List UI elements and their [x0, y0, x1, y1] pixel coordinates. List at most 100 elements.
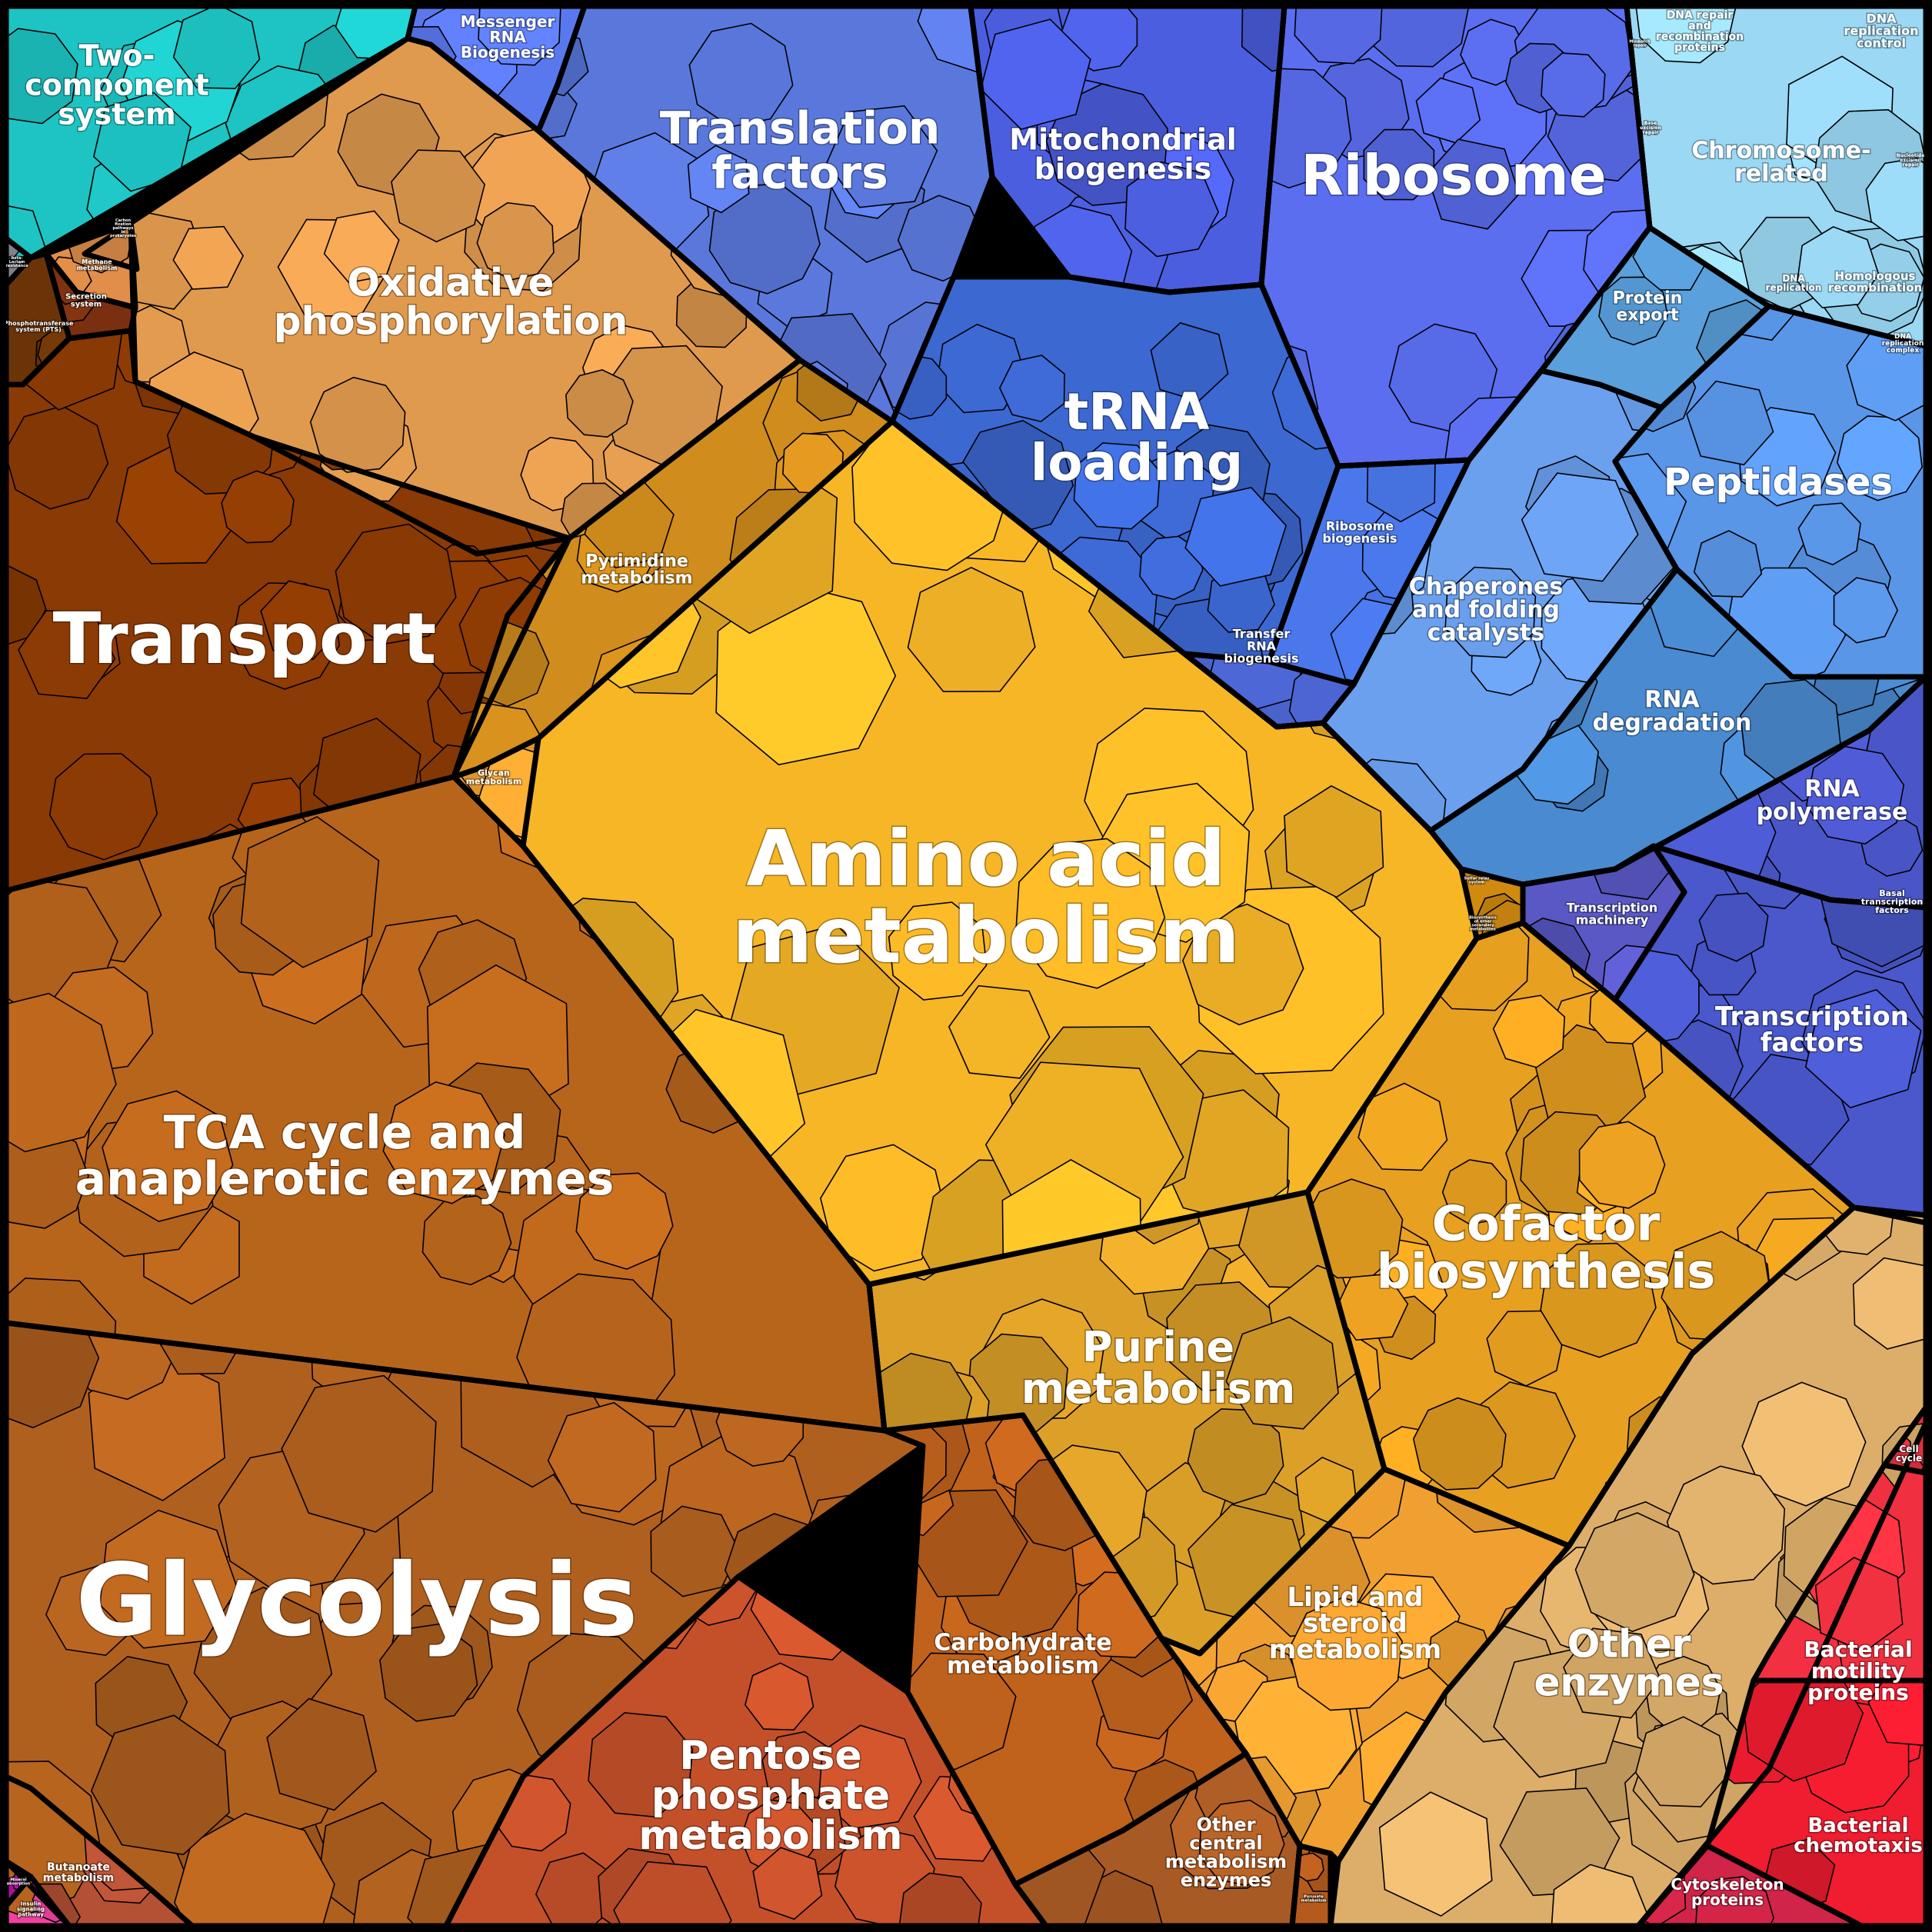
label-mismatch-repair: Mismatch repair	[1629, 39, 1651, 48]
protein-cell	[708, 183, 821, 295]
label-line: Peptidases	[1664, 461, 1893, 504]
protein-cell	[688, 22, 794, 128]
label-homologous-recombination: Homologous recombination	[1828, 269, 1922, 295]
label-line: and	[1688, 20, 1710, 32]
label-glycolysis: Glycolysis	[76, 1542, 638, 1659]
label-line: Ribosome	[1326, 519, 1394, 534]
protein-cell	[1363, 128, 1435, 201]
label-trna-loading: tRNA loading	[1031, 382, 1244, 492]
label-line: related	[1734, 161, 1828, 188]
label-line: repair	[1903, 162, 1918, 168]
protein-cell	[1412, 1397, 1507, 1491]
protein-cell	[323, 210, 400, 284]
protein-cell	[1550, 1864, 1650, 1926]
label-line: RNA	[489, 28, 526, 46]
label-line: of other	[1474, 919, 1492, 924]
protein-cell	[1486, 1310, 1564, 1387]
protein-cell	[1182, 903, 1304, 1026]
protein-cell	[1797, 226, 1880, 308]
label-line: motility	[1811, 1658, 1905, 1684]
label-line: prokaryotes	[110, 234, 136, 238]
label-line: Mitochondrial	[1009, 122, 1236, 156]
protein-cell	[980, 18, 1091, 130]
label-cell-cycle: Cell cycle	[1896, 1444, 1922, 1464]
label-mitochondrial-biogenesis: Mitochondrial biogenesis	[1009, 122, 1236, 185]
label-line: steroid	[1303, 1608, 1407, 1639]
label-line: cycle	[1896, 1453, 1922, 1464]
protein-cell	[281, 1374, 437, 1533]
protein-cell	[1836, 415, 1923, 501]
protein-cell	[98, 1509, 238, 1649]
protein-cell	[1578, 1121, 1666, 1209]
protein-cell	[1598, 276, 1669, 346]
protein-cell	[1574, 1512, 1695, 1633]
label-line: Nucleotide	[1897, 153, 1924, 158]
label-methane-metabolism: Methane metabolism	[77, 258, 118, 271]
label-line: Oxidative	[348, 261, 555, 305]
label-beta-lactam-resistance: beta-Lactam resistance	[5, 256, 28, 268]
label-line: biogenesis	[1034, 152, 1211, 185]
label-line: repair	[1634, 43, 1647, 48]
label-line: Lactam	[9, 260, 25, 265]
label-peptidases: Peptidases	[1664, 461, 1893, 504]
protein-cell	[1541, 52, 1606, 118]
label-other-enzymes: Other enzymes	[1534, 1622, 1724, 1705]
label-line: tRNA	[1064, 382, 1210, 441]
protein-cell	[1833, 577, 1899, 644]
label-line: Transcription	[1567, 901, 1658, 915]
protein-cell	[93, 92, 192, 192]
label-line: pathways	[113, 226, 134, 231]
label-bacterial-motility: Bacterial motility proteins	[1804, 1637, 1912, 1705]
label-dna-replication: DNA replication	[1766, 273, 1822, 293]
label-ribosome-biogenesis: Ribosome biogenesis	[1322, 519, 1397, 546]
label-line: Transcription	[1715, 1001, 1909, 1032]
label-line: machinery	[1576, 913, 1649, 928]
label-line: Homologous	[1835, 269, 1916, 283]
protein-cell	[1698, 892, 1769, 962]
protein-cell	[478, 6, 561, 66]
region-outline	[1612, 843, 1929, 1226]
label-transfer-rna-biogenesis: Transfer RNA biogenesis	[1224, 627, 1298, 666]
protein-cell	[1852, 1257, 1926, 1350]
protein-cell	[588, 1712, 694, 1818]
protein-cell	[907, 567, 1036, 693]
protein-cell	[1819, 1208, 1895, 1255]
protein-cell	[1742, 1681, 1864, 1782]
label-line: Carbohydrate	[934, 1630, 1111, 1657]
label-line: Basal	[1879, 888, 1905, 898]
label-line: replication	[1882, 340, 1924, 348]
label-line: Carbon	[115, 218, 132, 223]
label-line: DNA repair	[1667, 9, 1734, 22]
label-line: secondary	[1471, 923, 1494, 928]
label-line: degradation	[1593, 710, 1752, 737]
label-line: control	[1857, 36, 1906, 51]
label-line: Lipid and	[1287, 1582, 1424, 1613]
label-line: polymerase	[1757, 799, 1908, 826]
label-line: Pentose	[679, 1733, 861, 1779]
label-line: Transfer	[1233, 627, 1291, 641]
protein-cell	[818, 1724, 922, 1830]
label-mineral-absorption: Mineral absorption	[7, 1877, 31, 1886]
protein-cell	[1288, 1597, 1403, 1711]
label-glycan-metabolism: Glycan metabolism	[466, 768, 522, 786]
label-rna-polymerase: RNA polymerase	[1757, 776, 1908, 826]
label-biosynthesis-secondary-metabolites: Biosynthesis of other secondary metabolites	[1469, 915, 1497, 931]
label-line: biogenesis	[1322, 531, 1397, 546]
protein-cell	[172, 6, 261, 90]
label-line: replication	[1844, 24, 1919, 38]
label-pyrimidine-metabolism: Pyrimidine metabolism	[581, 552, 692, 588]
protein-cell	[382, 1081, 506, 1204]
label-line: Amino acid	[746, 814, 1225, 904]
protein-cell	[1865, 157, 1926, 242]
label-line: Transport	[53, 598, 437, 680]
protein-cell	[421, 1195, 512, 1286]
label-line: metabolism	[638, 1813, 902, 1859]
protein-cell	[1444, 566, 1537, 658]
label-line: DNA	[1866, 12, 1897, 26]
label-line: phosphorylation	[274, 299, 628, 344]
label-phosphotransferase-system: Phosphotransferase system (PTS)	[4, 320, 74, 333]
protein-cell	[1294, 6, 1383, 65]
label-line: Pyrimidine	[585, 552, 688, 571]
label-line: Biogenesis	[461, 43, 555, 62]
label-line: recombination	[1828, 281, 1922, 295]
